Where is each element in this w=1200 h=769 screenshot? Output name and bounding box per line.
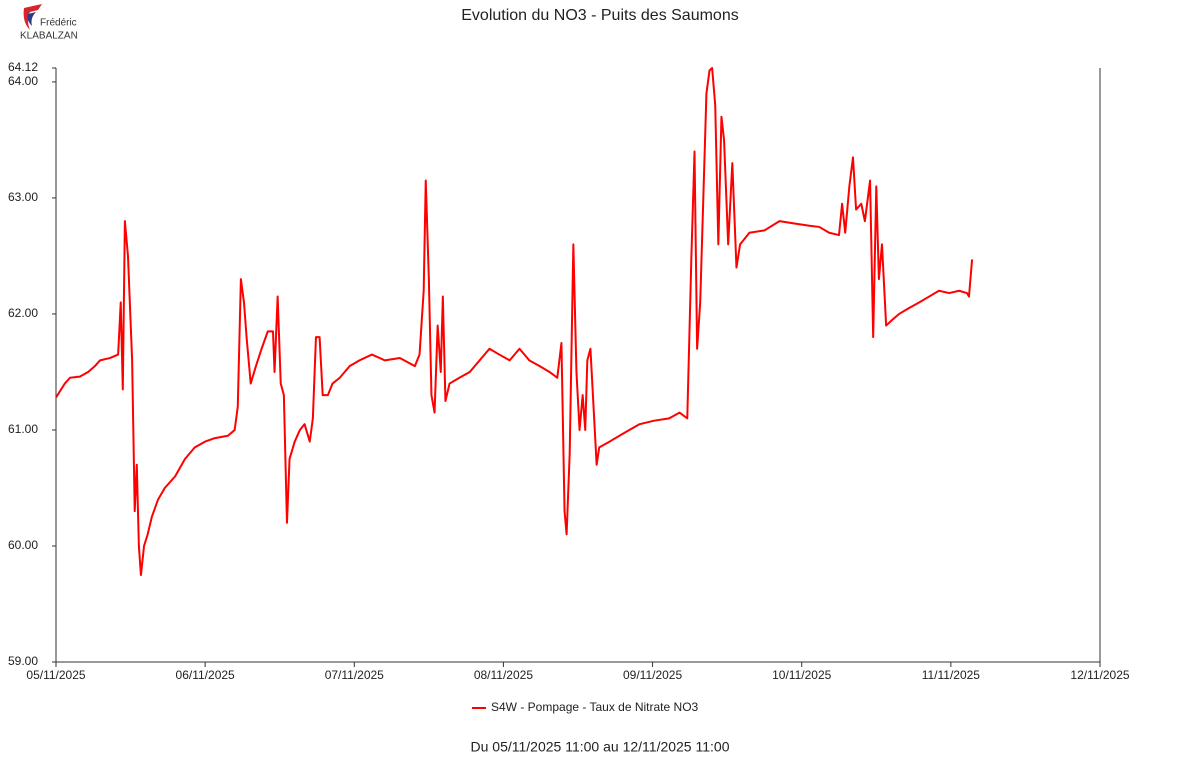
y-tick-label: 63.00 [8,190,38,204]
y-tick-label: 64.00 [8,74,38,88]
x-tick-label: 08/11/2025 [474,668,533,682]
x-tick-label: 12/11/2025 [1070,668,1129,682]
y-tick-label: 60.00 [8,538,38,552]
y-tick-label: 62.00 [8,306,38,320]
footer: Du 05/11/2025 11:00 au 12/11/2025 11:00 [471,739,730,755]
logo-swoosh [23,4,42,30]
x-tick-label: 11/11/2025 [922,668,981,682]
logo: Frédéric KLABALZAN [20,4,78,42]
x-tick-label: 10/11/2025 [772,668,831,682]
x-tick-label: 05/11/2025 [26,668,85,682]
y-tick-label: 59.00 [8,654,38,668]
y-tick-label: 64.12 [8,60,38,74]
logo-mark [27,12,36,26]
legend-label: S4W - Pompage - Taux de Nitrate NO3 [491,700,699,714]
chart-title: Evolution du NO3 - Puits des Saumons [461,7,738,24]
logo-line2: KLABALZAN [20,31,78,42]
x-tick-label: 09/11/2025 [623,668,682,682]
x-tick-label: 06/11/2025 [176,668,235,682]
data-line [55,67,974,576]
logo-line1: Frédéric [40,18,77,29]
y-tick-label: 61.00 [8,422,38,436]
x-tick-label: 07/11/2025 [325,668,384,682]
